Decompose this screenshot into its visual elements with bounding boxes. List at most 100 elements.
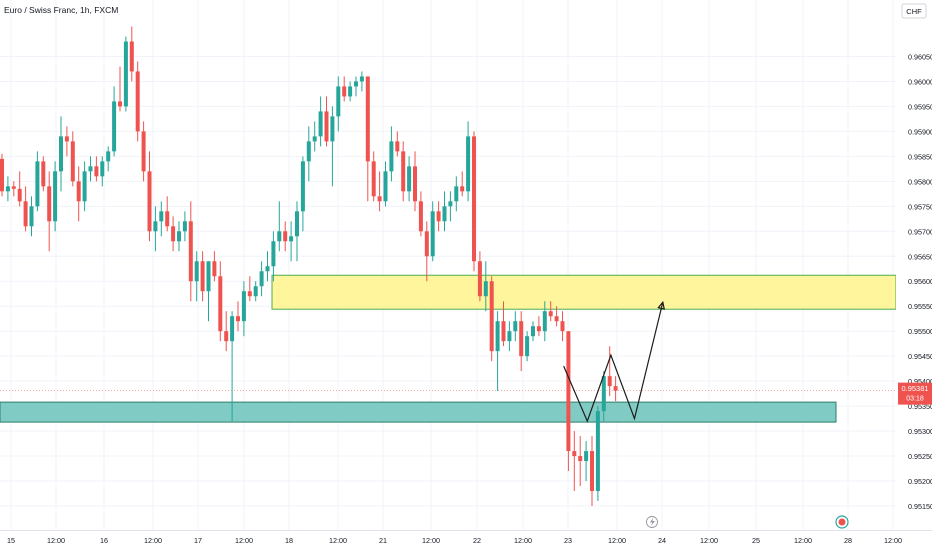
projection-path	[563, 302, 664, 423]
candle	[277, 201, 282, 252]
candle	[59, 116, 63, 192]
candle	[118, 66, 122, 112]
candle	[430, 201, 435, 262]
candle	[153, 206, 158, 252]
chart-title: Euro / Swiss Franc, 1h, FXCM	[4, 5, 118, 15]
time-tick-label: 21	[379, 536, 387, 545]
candle	[477, 251, 482, 302]
candle	[94, 156, 99, 182]
candle	[141, 121, 146, 182]
candle	[29, 196, 34, 237]
price-tick-label: 0.95750	[908, 202, 932, 211]
candle	[218, 261, 223, 342]
candle	[123, 36, 128, 112]
price-tick-label: 0.95400	[908, 377, 932, 386]
candle	[283, 221, 288, 252]
candle	[188, 201, 193, 302]
candle	[147, 151, 152, 242]
time-tick-label: 23	[564, 536, 572, 545]
time-tick-label: 12:00	[514, 536, 532, 545]
candle	[578, 436, 583, 487]
candle	[129, 26, 134, 82]
candle	[336, 76, 341, 132]
candle	[424, 221, 429, 282]
candle	[590, 436, 594, 507]
time-tick-label: 12:00	[884, 536, 902, 545]
price-tick-label: 0.96000	[908, 77, 932, 86]
resistance-zone[interactable]	[271, 274, 897, 310]
time-tick-label: 22	[473, 536, 481, 545]
time-tick-label: 12:00	[608, 536, 626, 545]
candle	[584, 441, 589, 482]
candle	[472, 131, 476, 272]
candle	[354, 76, 358, 97]
lightning-icon[interactable]	[646, 516, 658, 528]
price-tick-label: 0.95200	[908, 477, 932, 486]
candle	[306, 126, 311, 182]
candle	[300, 156, 305, 232]
time-tick-label: 18	[285, 536, 293, 545]
time-axis-bg	[0, 530, 932, 550]
price-tick-label: 0.95550	[908, 302, 932, 311]
time-tick-label: 15	[7, 536, 15, 545]
candle	[171, 216, 176, 252]
candle	[112, 86, 117, 157]
candle	[212, 251, 217, 282]
candle	[82, 161, 87, 212]
candle	[501, 301, 506, 347]
time-tick-label: 12:00	[422, 536, 440, 545]
candle	[365, 76, 370, 202]
time-tick-label: 12:00	[47, 536, 65, 545]
price-axis[interactable]: 0.96050 0.96000 0.95950 0.95900 0.95850 0.958…	[908, 52, 932, 511]
candle	[11, 181, 16, 197]
candle	[236, 301, 240, 332]
candles	[0, 26, 618, 507]
candle	[377, 171, 382, 212]
candle	[483, 261, 488, 312]
candle	[53, 161, 58, 232]
candle	[253, 281, 258, 302]
candle	[542, 301, 547, 342]
price-tick-label: 0.96050	[908, 52, 932, 61]
candle	[177, 221, 181, 252]
candle	[289, 221, 294, 262]
candle	[554, 306, 559, 327]
candle	[324, 96, 329, 147]
candle	[88, 156, 93, 182]
candle	[489, 276, 494, 362]
candle	[560, 311, 565, 342]
candle	[607, 346, 612, 397]
candle	[466, 121, 471, 202]
candle	[247, 276, 252, 302]
price-tick-label: 0.95500	[908, 327, 932, 336]
current-price-value: 0.95381	[901, 384, 928, 393]
candle	[342, 76, 347, 102]
candle	[401, 141, 406, 202]
candle	[17, 171, 22, 207]
candle	[330, 106, 335, 187]
candle	[566, 331, 571, 472]
currency-badge[interactable]: CHF	[901, 3, 927, 19]
zones	[0, 274, 897, 423]
candle	[106, 146, 111, 172]
candle	[182, 211, 187, 242]
record-icon[interactable]	[835, 515, 849, 529]
time-axis[interactable]: 15 12:00 16 12:00 17 12:00 18 12:00 21 12:00 22 12:…	[7, 536, 902, 545]
price-tick-label: 0.95250	[908, 452, 932, 461]
projection-arrow-head	[657, 300, 666, 310]
candle	[513, 311, 518, 342]
candle	[454, 176, 459, 212]
price-tick-label: 0.95600	[908, 277, 932, 286]
candle	[194, 251, 199, 302]
candle	[572, 431, 577, 492]
price-tick-label: 0.95900	[908, 127, 932, 136]
candle	[35, 151, 40, 212]
price-tick-label: 0.95850	[908, 152, 932, 161]
candle	[165, 196, 170, 232]
support-zone[interactable]	[0, 401, 837, 423]
candle	[135, 61, 140, 142]
candle	[519, 311, 524, 372]
candle	[230, 311, 235, 422]
candle	[595, 406, 600, 502]
